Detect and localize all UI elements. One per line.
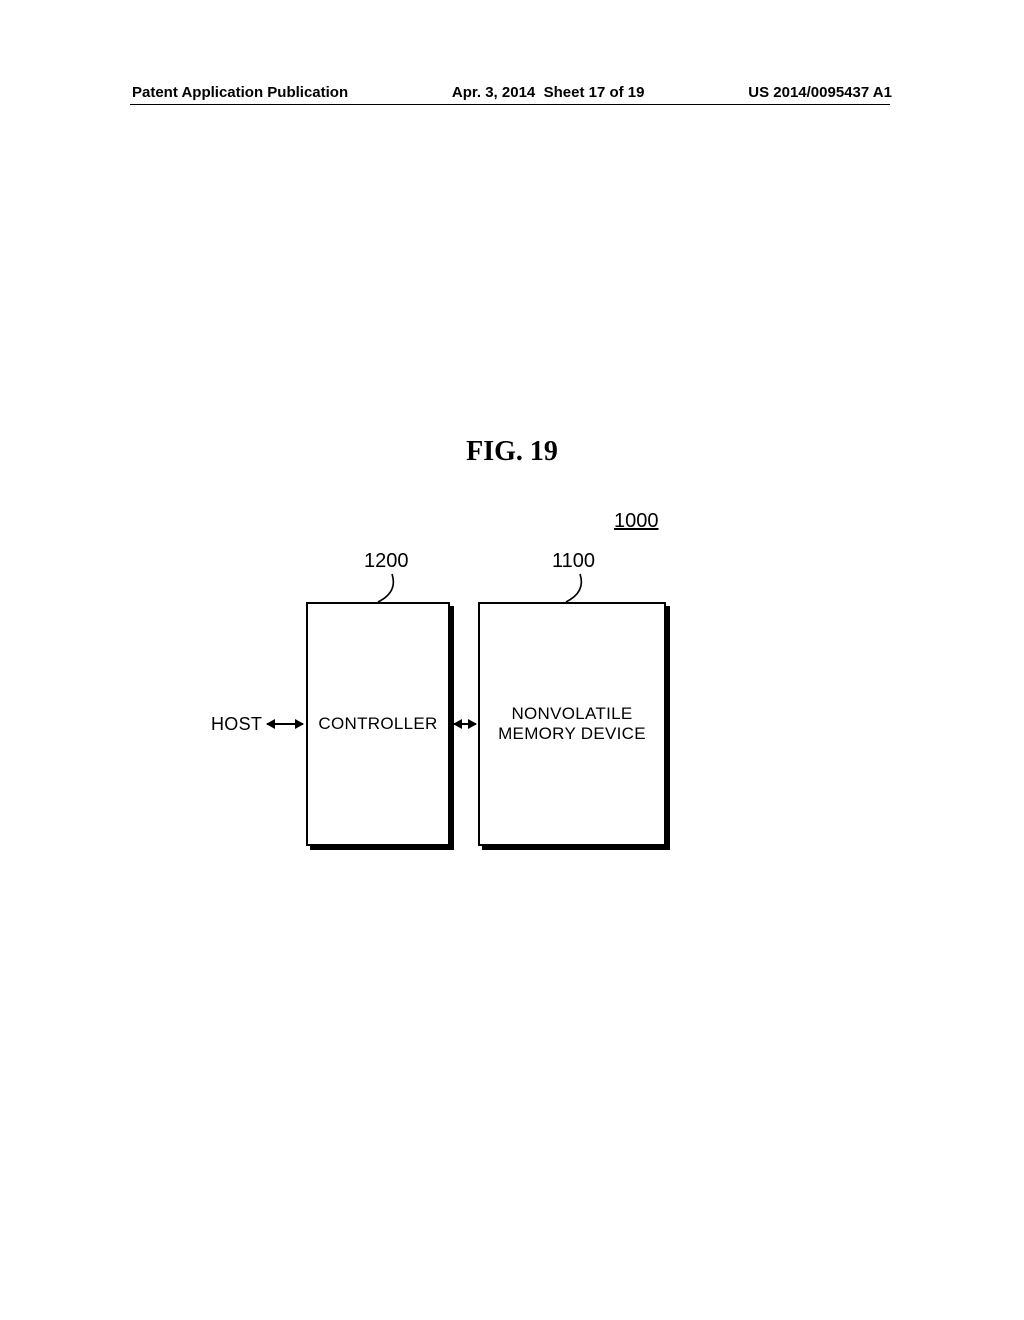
pub-type: Patent Application Publication — [132, 84, 348, 101]
memory-shadow — [666, 606, 670, 850]
pub-date-sheet: Apr. 3, 2014 Sheet 17 of 19 — [452, 84, 645, 101]
header-rule — [130, 104, 890, 105]
memory-ref-label: 1100 — [552, 550, 595, 573]
figure-title: FIG. 19 — [0, 436, 1024, 468]
pub-number: US 2014/0095437 A1 — [748, 84, 892, 101]
system-ref-label: 1000 — [614, 510, 659, 533]
arrow-controller-memory — [454, 723, 476, 725]
block-diagram: 1200 1100 CONTROLLER NONVOLATILE MEMORY … — [0, 550, 1024, 890]
host-label: HOST — [211, 714, 262, 735]
controller-block: CONTROLLER — [306, 602, 450, 846]
controller-label: CONTROLLER — [318, 714, 437, 734]
memory-shadow — [482, 846, 670, 850]
controller-ref-label: 1200 — [364, 550, 409, 573]
leader-line-memory — [580, 574, 600, 604]
memory-block: NONVOLATILE MEMORY DEVICE — [478, 602, 666, 846]
leader-line-controller — [392, 574, 412, 604]
page-header: Patent Application Publication Apr. 3, 2… — [0, 84, 1024, 101]
arrow-host-controller — [267, 723, 303, 725]
memory-label: NONVOLATILE MEMORY DEVICE — [498, 704, 646, 744]
controller-shadow — [310, 846, 454, 850]
